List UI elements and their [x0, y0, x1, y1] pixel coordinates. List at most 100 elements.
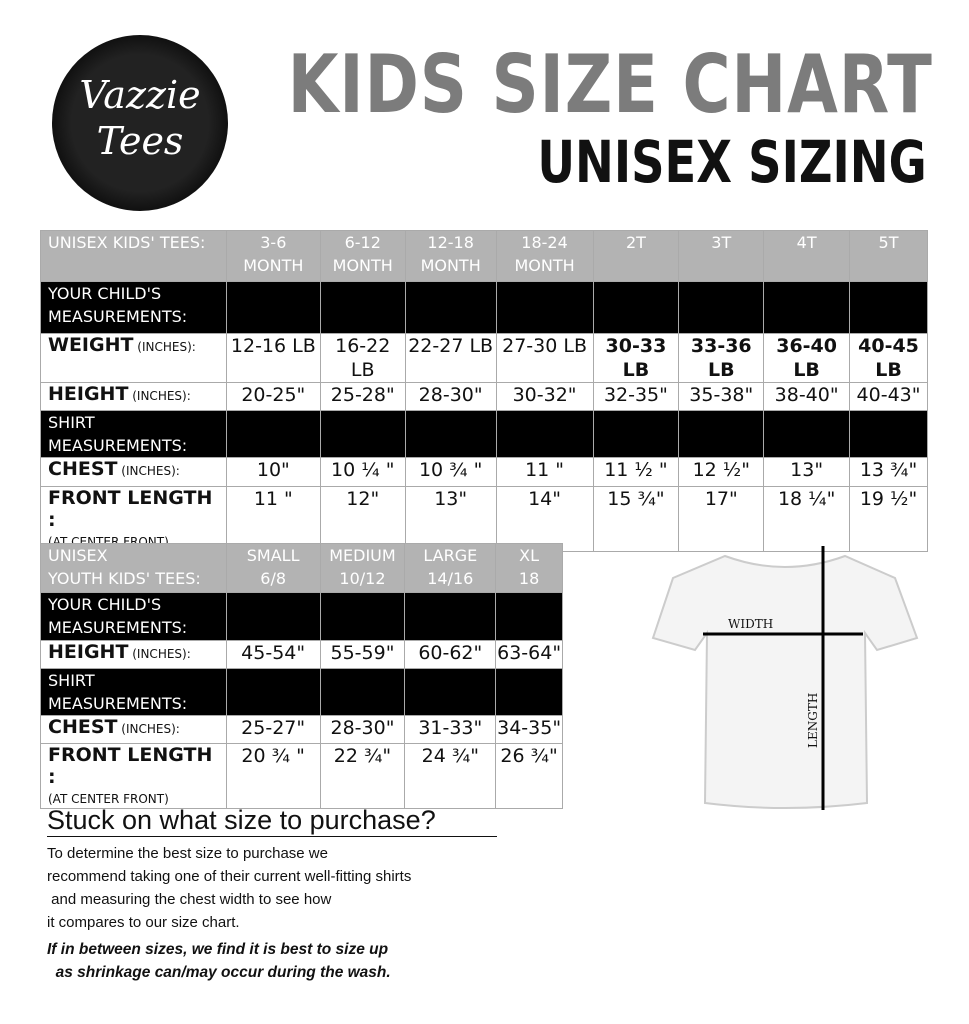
- table-cell: 16-22 LB: [319, 333, 406, 383]
- size-header: SMALL 6/8: [225, 543, 321, 593]
- table-cell: 33-36 LB: [678, 333, 765, 383]
- help-line: recommend taking one of their current we…: [47, 868, 412, 885]
- size-header: 4T: [763, 230, 851, 282]
- table-cell: 11 ": [225, 486, 321, 552]
- table-cell: [404, 668, 497, 716]
- row-label: SHIRT MEASUREMENTS:: [40, 410, 227, 458]
- help-line: and measuring the chest width to see how: [47, 891, 332, 908]
- table-cell: [319, 668, 406, 716]
- row-label: FRONT LENGTH : (AT CENTER FRONT): [40, 486, 227, 552]
- row-label: FRONT LENGTH : (AT CENTER FRONT): [40, 743, 227, 809]
- row-label: HEIGHT (INCHES):: [40, 640, 227, 669]
- table-cell: 25-28": [319, 382, 406, 411]
- row-label-main: CHEST: [48, 458, 118, 480]
- measurement-row: FRONT LENGTH : (AT CENTER FRONT) 20 ¾ " 22…: [40, 743, 563, 809]
- row-label-sub: (AT CENTER FRONT): [48, 792, 169, 806]
- table-cell: [225, 410, 321, 458]
- help-note: If in between sizes, we find it is best …: [47, 938, 391, 984]
- table-cell: 60-62": [404, 640, 497, 669]
- row-label-main: SHIRT MEASUREMENTS:: [48, 671, 188, 713]
- table-cell: [678, 281, 765, 334]
- table-title: UNISEX KIDS' TEES:: [40, 230, 227, 282]
- table-cell: 12": [319, 486, 406, 552]
- table-cell: 28-30": [319, 715, 406, 744]
- table-cell: 12-16 LB: [225, 333, 321, 383]
- table-cell: 20 ¾ ": [225, 743, 321, 809]
- logo-line-1: Vazzie: [79, 73, 201, 117]
- table-cell: [495, 592, 563, 641]
- table-cell: 13": [404, 486, 497, 552]
- row-label-main: YOUR CHILD'S MEASUREMENTS:: [48, 595, 188, 637]
- table-cell: 25-27": [225, 715, 321, 744]
- table-cell: 14": [495, 486, 594, 552]
- table-cell: 32-35": [592, 382, 680, 411]
- row-label-sub: (INCHES):: [133, 340, 196, 354]
- table-cell: [225, 281, 321, 334]
- table-cell: 22 ¾": [319, 743, 406, 809]
- size-header: 3T: [678, 230, 765, 282]
- table-cell: [592, 410, 680, 458]
- row-label-main: SHIRT MEASUREMENTS:: [48, 413, 188, 455]
- row-label: CHEST (INCHES):: [40, 457, 227, 487]
- table-cell: [319, 592, 406, 641]
- table-cell: [225, 592, 321, 641]
- section-row: YOUR CHILD'S MEASUREMENTS:: [40, 281, 928, 334]
- row-label-sub: (INCHES):: [117, 722, 180, 736]
- table-cell: 19 ½": [849, 486, 928, 552]
- row-label-sub: (INCHES):: [128, 647, 191, 661]
- table-cell: 28-30": [404, 382, 497, 411]
- row-label-sub: (INCHES):: [117, 464, 180, 478]
- logo-line-2: Tees: [96, 119, 184, 163]
- table-cell: 12 ½": [678, 457, 765, 487]
- measurement-row: HEIGHT (INCHES): 45-54" 55-59" 60-62" 63-64": [40, 640, 563, 669]
- measurement-row: CHEST (INCHES): 10" 10 ¼ " 10 ¾ " 11 " 11 ½ "…: [40, 457, 928, 487]
- note-line: If in between sizes, we find it is best …: [47, 941, 389, 958]
- table-cell: 26 ¾": [495, 743, 563, 809]
- table-cell: [225, 668, 321, 716]
- table-cell: 13": [763, 457, 851, 487]
- table-cell: [404, 410, 497, 458]
- page-title: KIDS SIZE CHART: [287, 38, 933, 131]
- row-label-main: FRONT LENGTH :: [48, 487, 213, 531]
- table-cell: 11 ½ ": [592, 457, 680, 487]
- table-cell: [763, 281, 851, 334]
- table-cell: 10 ¼ ": [319, 457, 406, 487]
- table-cell: [849, 410, 928, 458]
- header-row: UNISEX KIDS' TEES: 3-6 MONTH 6-12 MONTH 12-…: [40, 230, 928, 282]
- table-cell: 45-54": [225, 640, 321, 669]
- measurement-row: CHEST (INCHES): 25-27" 28-30" 31-33" 34-35": [40, 715, 563, 744]
- size-header: 5T: [849, 230, 928, 282]
- measurement-row: HEIGHT (INCHES): 20-25" 25-28" 28-30" 30-32"…: [40, 382, 928, 411]
- logo: [52, 35, 228, 211]
- table-cell: [592, 281, 680, 334]
- table-cell: 22-27 LB: [404, 333, 497, 383]
- table-title: UNISEX YOUTH KIDS' TEES:: [40, 543, 227, 593]
- length-label: LENGTH: [806, 693, 820, 748]
- row-label: YOUR CHILD'S MEASUREMENTS:: [40, 592, 227, 641]
- row-label-sub: (INCHES):: [128, 389, 191, 403]
- table-cell: [763, 410, 851, 458]
- page-subtitle: UNISEX SIZING: [537, 128, 927, 196]
- size-header: 18-24 MONTH: [495, 230, 594, 282]
- table-cell: 55-59": [319, 640, 406, 669]
- table-cell: 36-40 LB: [763, 333, 851, 383]
- table-cell: 40-43": [849, 382, 928, 411]
- size-header: XL 18: [495, 543, 563, 593]
- table-cell: 11 ": [495, 457, 594, 487]
- kids-size-table: UNISEX KIDS' TEES: 3-6 MONTH 6-12 MONTH 12-…: [40, 230, 928, 552]
- table-cell: [495, 410, 594, 458]
- table-cell: 18 ¼": [763, 486, 851, 552]
- tshirt-icon: [651, 554, 919, 809]
- table-cell: 63-64": [495, 640, 563, 669]
- row-label: YOUR CHILD'S MEASUREMENTS:: [40, 281, 227, 334]
- row-label-main: CHEST: [48, 716, 118, 738]
- table-cell: 30-33 LB: [592, 333, 680, 383]
- row-label: SHIRT MEASUREMENTS:: [40, 668, 227, 716]
- row-label: CHEST (INCHES):: [40, 715, 227, 744]
- help-line: To determine the best size to purchase w…: [47, 845, 328, 862]
- size-header: 2T: [592, 230, 680, 282]
- row-label: HEIGHT (INCHES):: [40, 382, 227, 411]
- table-cell: [404, 592, 497, 641]
- section-row: YOUR CHILD'S MEASUREMENTS:: [40, 592, 563, 641]
- row-label-main: HEIGHT: [48, 383, 129, 405]
